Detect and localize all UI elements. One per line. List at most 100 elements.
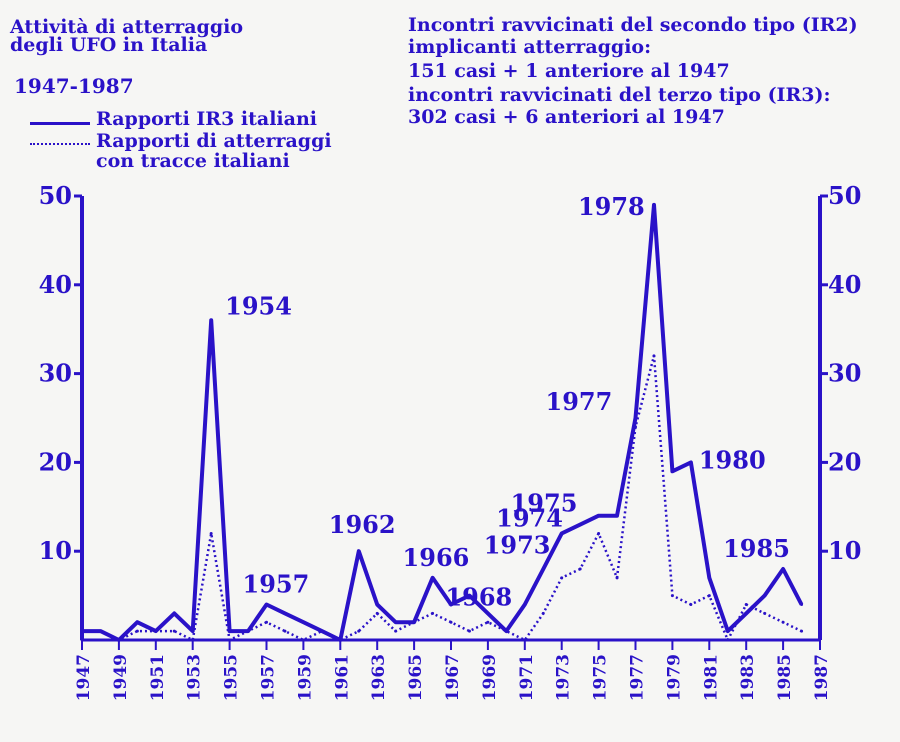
data-point-2-1977	[634, 425, 637, 429]
data-point-2-1978	[652, 354, 656, 358]
left-y-tick-label-30: 30	[39, 359, 72, 388]
data-point-2-1965	[412, 620, 416, 624]
data-point-1-1969	[486, 611, 490, 615]
data-point-2-1962	[357, 629, 361, 633]
chart-title-line-1: Attività di atterraggio	[10, 16, 244, 38]
data-point-2-1950	[135, 629, 139, 633]
data-point-1-1947	[80, 629, 84, 633]
right-y-tick-label-30: 30	[828, 359, 861, 388]
data-point-1-1984	[763, 594, 767, 598]
data-point-1-1971	[523, 602, 527, 606]
right-y-tick-label-10: 10	[828, 536, 861, 565]
data-point-2-1964	[394, 629, 398, 633]
series-line-dotted	[82, 354, 803, 642]
right-y-tick-label-20: 20	[828, 447, 861, 476]
data-point-1-1977	[634, 416, 637, 420]
annotation-1957: 1957	[243, 569, 310, 598]
x-tick-label-1987: 1987	[812, 654, 832, 701]
annotation-1985: 1985	[723, 534, 790, 563]
x-tick-label-1947: 1947	[74, 654, 94, 701]
data-point-1-1985	[781, 567, 785, 571]
data-point-2-1979	[670, 594, 674, 598]
data-point-2-1983	[744, 602, 748, 606]
data-point-1-1958	[283, 611, 287, 615]
legend-dotted-line-swatch	[30, 143, 90, 145]
data-point-1-1978	[652, 203, 656, 207]
left-y-tick-label-20: 20	[39, 447, 72, 476]
x-tick-label-1981: 1981	[701, 654, 721, 701]
data-point-2-1963	[375, 611, 379, 615]
years-range: 1947-1987	[14, 74, 134, 98]
x-tick-label-1969: 1969	[480, 654, 500, 701]
x-tick-label-1955: 1955	[222, 654, 242, 701]
data-point-2-1953	[191, 638, 195, 642]
data-point-1-1981	[707, 576, 711, 580]
data-point-1-1968	[467, 594, 471, 598]
data-point-1-1979	[670, 469, 674, 473]
annotation-1973: 1973	[484, 530, 551, 559]
left-y-tick-label-10: 10	[39, 536, 72, 565]
annotation-1980: 1980	[699, 445, 766, 474]
data-point-1-1959	[301, 620, 305, 624]
annotation-1974: 1974	[496, 504, 563, 533]
data-point-2-1970	[504, 629, 508, 633]
x-tick-label-1971: 1971	[517, 654, 537, 701]
data-point-2-1974	[578, 567, 582, 571]
chart-title-line-2: degli UFO in Italia	[10, 34, 208, 56]
data-point-2-1985	[781, 620, 785, 624]
data-point-2-1976	[615, 576, 619, 580]
data-point-2-1955	[228, 638, 232, 642]
data-point-2-1956	[246, 629, 250, 633]
data-point-2-1947	[80, 638, 84, 642]
x-tick-label-1951: 1951	[148, 654, 168, 701]
data-point-2-1951	[154, 629, 158, 633]
info-text-line-5: 302 casi + 6 anteriori al 1947	[408, 106, 725, 128]
info-text-line-3: 151 casi + 1 anteriore al 1947	[408, 60, 730, 82]
info-text-line-4: incontri ravvicinati del terzo tipo (IR3…	[408, 84, 831, 106]
series-line-solid	[82, 202, 804, 642]
data-point-2-1959	[301, 638, 305, 642]
data-point-2-1969	[486, 620, 490, 624]
data-point-2-1986	[800, 629, 804, 633]
data-point-2-1981	[707, 594, 711, 598]
x-tick-label-1957: 1957	[259, 654, 279, 701]
annotation-1977: 1977	[546, 387, 613, 416]
left-y-tick-label-40: 40	[39, 270, 72, 299]
x-tick-label-1961: 1961	[332, 654, 352, 701]
data-point-2-1971	[523, 638, 527, 642]
data-point-2-1949	[117, 638, 121, 642]
x-tick-label-1973: 1973	[554, 654, 574, 701]
data-point-1-1964	[394, 620, 398, 624]
data-point-1-1957	[265, 602, 268, 606]
data-point-1-1982	[726, 629, 730, 633]
data-point-1-1948	[98, 629, 102, 633]
data-point-1-1962	[357, 549, 361, 553]
data-point-2-1952	[172, 629, 176, 633]
info-text-line-1: Incontri ravvicinati del secondo tipo (I…	[408, 14, 858, 36]
annotation-1975: 1975	[511, 489, 578, 518]
annotation-1954: 1954	[225, 291, 292, 320]
right-y-tick-label-40: 40	[828, 270, 861, 299]
x-tick-label-1983: 1983	[738, 654, 758, 701]
data-point-2-1972	[541, 611, 545, 615]
x-tick-label-1959: 1959	[295, 654, 315, 701]
data-point-1-1986	[800, 602, 804, 606]
data-point-2-1980	[689, 602, 693, 606]
annotation-1962: 1962	[329, 510, 396, 539]
data-point-2-1982	[726, 638, 730, 642]
data-point-1-1974	[578, 523, 582, 527]
data-point-1-1980	[689, 460, 693, 464]
data-point-1-1950	[135, 620, 139, 624]
data-point-2-1973	[560, 576, 564, 580]
data-point-2-1948	[98, 638, 102, 642]
data-point-2-1968	[467, 629, 471, 633]
x-tick-label-1965: 1965	[406, 654, 426, 701]
data-point-2-1984	[763, 611, 767, 615]
info-text-line-2: implicanti atterraggio:	[408, 36, 652, 58]
legend-dotted-label-line-2: con tracce italiani	[96, 150, 290, 172]
data-point-2-1966	[431, 611, 435, 615]
left-y-tick-label-50: 50	[39, 181, 72, 210]
data-point-2-1960	[320, 629, 324, 633]
x-tick-label-1975: 1975	[591, 654, 611, 701]
